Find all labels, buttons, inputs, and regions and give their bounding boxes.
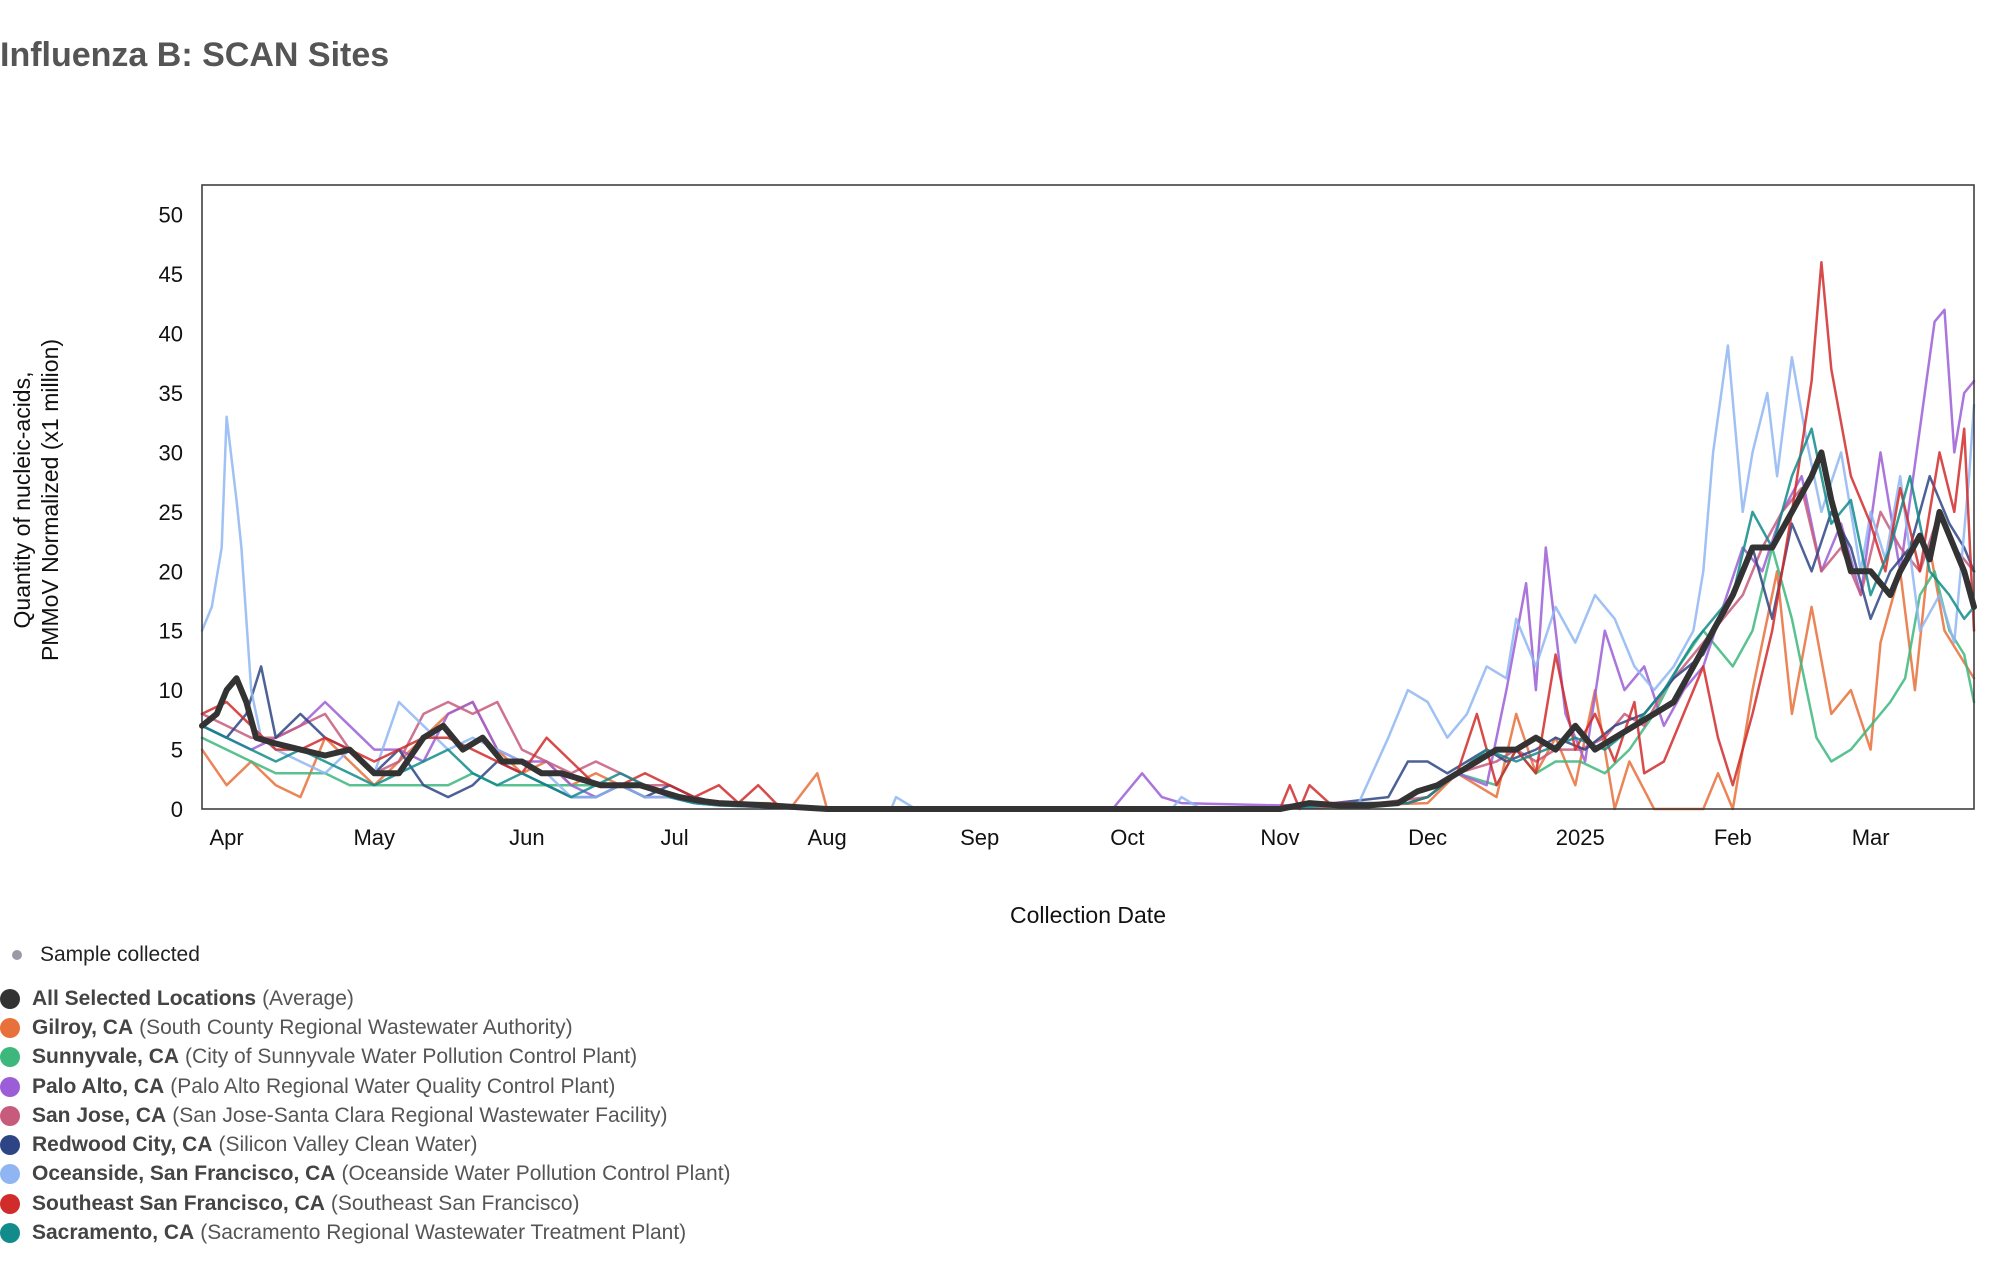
x-tick-label: Feb: [1714, 825, 1752, 850]
x-tick-label: Mar: [1852, 825, 1890, 850]
legend-item-desc: (Palo Alto Regional Water Quality Contro…: [170, 1074, 616, 1098]
legend-item[interactable]: Sacramento, CA (Sacramento Regional Waste…: [0, 1218, 731, 1247]
legend-item[interactable]: Sunnyvale, CA (City of Sunnyvale Water Po…: [0, 1043, 731, 1072]
legend-item-name: Southeast San Francisco, CA: [32, 1191, 325, 1215]
legend-item-name: Redwood City, CA: [32, 1133, 213, 1157]
legend-dot-icon: [0, 1105, 20, 1126]
x-tick-label: 2025: [1556, 825, 1605, 850]
legend-item-name: All Selected Locations: [32, 986, 257, 1010]
series-line-palo-alto-ca: [200, 308, 1976, 811]
legend-item[interactable]: All Selected Locations (Average): [0, 984, 731, 1013]
legend-item[interactable]: Southeast San Francisco, CA (Southeast Sa…: [0, 1189, 731, 1218]
y-axis-title-line1: Quantity of nucleic-acids,: [9, 372, 35, 629]
y-tick-label: 40: [159, 322, 183, 347]
chart-title: Influenza B: SCAN Sites: [0, 36, 390, 74]
legend-item[interactable]: Redwood City, CA (Silicon Valley Clean Wa…: [0, 1130, 731, 1159]
x-tick-label: Oct: [1110, 825, 1144, 850]
legend-item-desc: (South County Regional Wastewater Author…: [139, 1015, 573, 1039]
legend-item-desc: (Sacramento Regional Wastewater Treatmen…: [200, 1221, 687, 1245]
x-axis-ticks: Apr May Jun Jul Aug Sep Oct Nov Dec 2025 Feb Mar: [209, 825, 1889, 850]
legend-item-desc: (Southeast San Francisco): [330, 1191, 580, 1215]
y-tick-label: 15: [159, 619, 183, 644]
x-tick-label: Jun: [509, 825, 544, 850]
legend-item-desc: (San Jose-Santa Clara Regional Wastewate…: [172, 1103, 668, 1127]
series-line-oceanside-san-francisco-ca: [200, 344, 1976, 811]
legend-item-desc: (Silicon Valley Clean Water): [218, 1133, 478, 1157]
legend-item-desc: (Oceanside Water Pollution Control Plant…: [341, 1162, 731, 1186]
legend-item-desc: (City of Sunnyvale Water Pollution Contr…: [185, 1045, 638, 1069]
y-tick-label: 0: [171, 797, 183, 822]
legend-dot-icon: [0, 1223, 20, 1244]
legend-item-name: Sacramento, CA: [32, 1221, 195, 1245]
plot-frame: [201, 184, 1975, 810]
legend-item[interactable]: San Jose, CA (San Jose-Santa Clara Region…: [0, 1101, 731, 1130]
x-axis-title: Collection Date: [1010, 902, 1166, 928]
legend-dot-icon: [0, 1076, 20, 1097]
series-line-sacramento-ca: [200, 427, 1976, 811]
legend-item-name: Gilroy, CA: [32, 1015, 134, 1039]
y-tick-label: 30: [159, 440, 183, 465]
x-tick-label: May: [353, 825, 395, 850]
legend-sample-label: Sample collected: [40, 943, 200, 966]
x-tick-label: Apr: [209, 825, 243, 850]
y-tick-label: 35: [159, 381, 183, 406]
y-tick-label: 5: [171, 738, 183, 763]
legend-dot-icon: [0, 1017, 20, 1038]
y-axis-title-line2: PMMoV Normalized (x1 million): [37, 339, 63, 661]
x-tick-label: Dec: [1408, 825, 1447, 850]
legend-sample-row: Sample collected: [0, 940, 731, 970]
legend-items: All Selected Locations (Average) Gilroy, C…: [0, 984, 731, 1248]
y-tick-label: 10: [159, 678, 183, 703]
legend-item-name: Sunnyvale, CA: [32, 1045, 180, 1069]
x-tick-label: Nov: [1260, 825, 1299, 850]
legend-dot-icon: [0, 1135, 20, 1156]
legend-item-name: Palo Alto, CA: [32, 1074, 165, 1098]
y-tick-label: 50: [159, 203, 183, 228]
legend-item-name: San Jose, CA: [32, 1103, 167, 1127]
series-line-southeast-san-francisco-ca: [200, 261, 1976, 811]
y-tick-label: 45: [159, 262, 183, 287]
legend-item[interactable]: Oceanside, San Francisco, CA (Oceanside W…: [0, 1160, 731, 1189]
legend-item[interactable]: Gilroy, CA (South County Regional Wastewa…: [0, 1013, 731, 1042]
x-tick-label: Aug: [808, 825, 847, 850]
y-tick-label: 20: [159, 559, 183, 584]
legend-item[interactable]: Palo Alto, CA (Palo Alto Regional Water Q…: [0, 1072, 731, 1101]
series-line-redwood-city-ca: [200, 474, 1976, 811]
sample-dot-icon: [12, 950, 22, 960]
series-line-all-selected-locations: [199, 449, 1977, 812]
series-layer: [199, 261, 1977, 812]
legend: Sample collected All Selected Locations(…: [0, 940, 731, 1248]
legend-dot-icon: [0, 1164, 20, 1185]
y-tick-label: 25: [159, 500, 183, 525]
legend-dot-icon: [0, 1047, 20, 1068]
x-tick-label: Jul: [660, 825, 688, 850]
legend-dot-icon: [0, 988, 20, 1009]
legend-dot-icon: [0, 1193, 20, 1214]
y-axis-ticks: 0 5 10 15 20 25 30 35 40 45 50: [159, 203, 183, 822]
x-tick-label: Sep: [960, 825, 999, 850]
legend-item-name: Oceanside, San Francisco, CA: [32, 1162, 336, 1186]
legend-item-desc: (Average): [262, 986, 354, 1010]
